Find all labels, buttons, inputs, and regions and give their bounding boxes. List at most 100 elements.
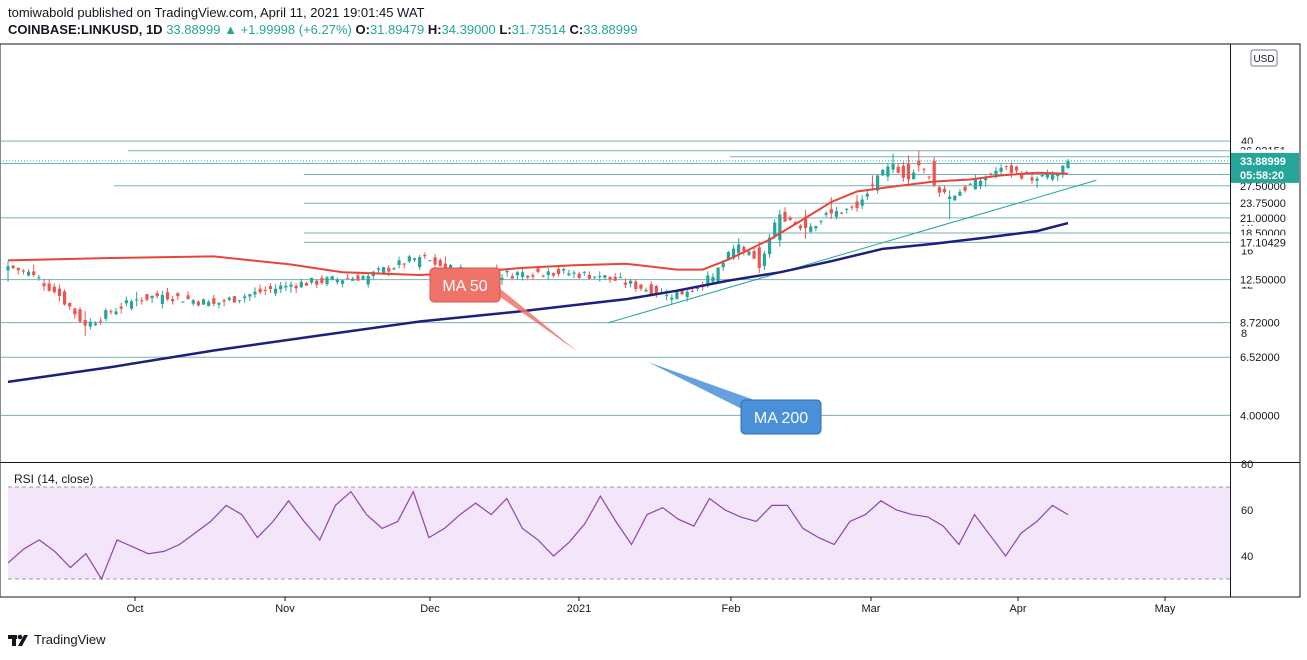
- candle-body: [886, 166, 890, 177]
- candle-body: [273, 288, 278, 294]
- candle-body: [608, 276, 612, 280]
- candle-body: [237, 300, 242, 302]
- candle-body: [798, 225, 803, 229]
- candle-body: [129, 301, 134, 309]
- candle-body: [978, 180, 983, 187]
- candle-body: [212, 298, 216, 304]
- candle-body: [171, 299, 175, 302]
- candle-body: [114, 311, 118, 315]
- candle-body: [968, 183, 972, 185]
- candle-body: [834, 211, 839, 217]
- symbol-label[interactable]: COINBASE:LINKUSD, 1D: [8, 22, 163, 37]
- candle-body: [279, 285, 283, 290]
- candle-body: [865, 193, 869, 197]
- candle-body: [196, 301, 200, 306]
- low-value: 31.73514: [511, 22, 566, 37]
- candle-body: [186, 295, 190, 299]
- candle-body: [423, 254, 427, 257]
- candle-body: [1045, 173, 1050, 178]
- candle-body: [773, 222, 777, 236]
- high-value: 34.39000: [441, 22, 496, 37]
- candle-body: [222, 300, 226, 302]
- candle-body: [747, 251, 751, 255]
- candle-body: [814, 226, 818, 229]
- level-label: 12.50000: [1240, 275, 1286, 287]
- candle-body: [690, 291, 694, 293]
- candle-body: [767, 237, 772, 255]
- candle-body: [109, 311, 113, 313]
- candle-body: [510, 276, 514, 279]
- candle-body: [695, 287, 700, 289]
- candle-body: [912, 172, 916, 180]
- candle-body: [145, 294, 149, 300]
- candle-body: [1056, 174, 1060, 177]
- candle-body: [16, 267, 20, 271]
- candle-body: [860, 199, 864, 206]
- candle-body: [685, 291, 689, 298]
- candle-body: [181, 301, 185, 303]
- candle-body: [397, 260, 401, 266]
- candle-body: [402, 263, 406, 265]
- candle-body: [629, 280, 633, 284]
- candle-body: [639, 284, 643, 289]
- candle-body: [387, 267, 391, 272]
- candle-body: [165, 292, 170, 300]
- time-axis-label: Dec: [420, 603, 440, 615]
- candle-body: [984, 177, 988, 181]
- ma200-callout-box: [740, 399, 822, 435]
- candle-body: [448, 264, 453, 270]
- ma50-line: [7, 171, 1069, 277]
- candle-body: [618, 277, 622, 279]
- candle-body: [958, 191, 962, 196]
- candle-body: [891, 164, 895, 170]
- candle-body: [994, 170, 998, 175]
- candle-body: [57, 288, 62, 296]
- candle-body: [927, 176, 931, 178]
- candle-body: [366, 275, 370, 285]
- candle-body: [876, 175, 880, 191]
- candle-body: [567, 273, 571, 276]
- ma200-callout-label: MA 200: [754, 410, 808, 427]
- candle-body: [443, 263, 447, 268]
- candle-body: [649, 284, 653, 296]
- rsi-axis-tick: 40: [1241, 551, 1253, 563]
- level-label-bg: [1231, 315, 1297, 330]
- candle-body: [160, 294, 164, 304]
- candle-body: [227, 297, 231, 300]
- candle-body: [1009, 165, 1013, 173]
- time-axis-label: Apr: [1009, 603, 1026, 615]
- time-axis-label: 2021: [567, 603, 591, 615]
- candle-body: [593, 276, 597, 278]
- level-label-bg: [1231, 350, 1297, 365]
- candle-body: [515, 272, 520, 276]
- currency-badge: [1250, 49, 1278, 67]
- time-axis-label: Nov: [275, 603, 295, 615]
- level-label: 4.00000: [1240, 410, 1280, 422]
- candle-body: [93, 323, 98, 326]
- candle-body: [562, 269, 566, 271]
- candle-body: [104, 310, 108, 319]
- current-price-label: 33.88999: [1240, 156, 1286, 168]
- candle-body: [896, 166, 900, 173]
- high-label: H:: [427, 22, 442, 37]
- candle-body: [788, 217, 792, 221]
- candle-body: [176, 293, 180, 297]
- candle-body: [881, 169, 885, 176]
- candle-body: [803, 217, 808, 228]
- candle-body: [762, 253, 767, 266]
- level-label-bg: [1231, 408, 1297, 423]
- candle-body: [201, 299, 206, 305]
- candle-body: [346, 278, 350, 280]
- candle-body: [428, 260, 432, 262]
- candle-body: [778, 214, 782, 241]
- up-triangle-icon: ▲: [224, 22, 237, 37]
- candle-body: [304, 283, 309, 286]
- countdown-label: 05:58:20: [1240, 170, 1284, 182]
- candle-body: [716, 267, 720, 282]
- candle-body: [1061, 165, 1065, 175]
- rsi-label: RSI (14, close): [14, 472, 93, 486]
- publish-info: tomiwabold published on TradingView.com,…: [8, 5, 425, 20]
- candle-body: [809, 226, 813, 232]
- rsi-axis-tick: 60: [1241, 505, 1253, 517]
